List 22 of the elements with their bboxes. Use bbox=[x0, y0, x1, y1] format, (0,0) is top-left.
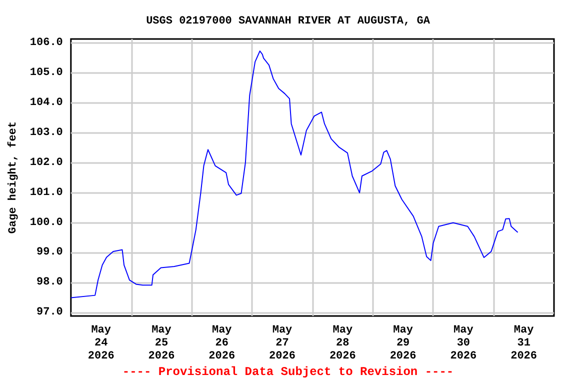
line-series bbox=[70, 50, 518, 298]
y-tick-label: 103.0 bbox=[30, 126, 63, 139]
y-tick-label: 104.0 bbox=[30, 96, 63, 109]
y-tick-label: 102.0 bbox=[30, 156, 63, 169]
x-tick-label: May 24 2026 bbox=[88, 324, 114, 362]
x-tick-label: May 28 2026 bbox=[329, 324, 356, 362]
y-tick-label: 98.0 bbox=[36, 276, 63, 289]
x-tick-label: May 31 2026 bbox=[510, 324, 538, 362]
y-tick-label: 105.0 bbox=[30, 66, 63, 79]
chart-title: USGS 02197000 SAVANNAH RIVER AT AUGUSTA, GA bbox=[146, 16, 430, 28]
x-tick-label: May 25 2026 bbox=[148, 324, 175, 362]
x-tick-label: May 29 2026 bbox=[390, 324, 416, 362]
x-tick-label: May 27 2026 bbox=[269, 324, 296, 362]
text: ---- Provisional Data Subject to Revision ---- bbox=[122, 365, 454, 379]
y-tick-label: 101.0 bbox=[30, 186, 63, 199]
x-tick-label: May 26 2026 bbox=[208, 324, 236, 362]
y-tick-label: 106.0 bbox=[30, 36, 63, 49]
y-tick-label: 97.0 bbox=[36, 306, 63, 319]
y-tick-label: 100.0 bbox=[30, 216, 63, 229]
y-axis-title: Gage height, feet bbox=[6, 121, 20, 234]
y-tick-label: 99.0 bbox=[36, 246, 63, 259]
x-tick-label: May 30 2026 bbox=[450, 324, 477, 362]
